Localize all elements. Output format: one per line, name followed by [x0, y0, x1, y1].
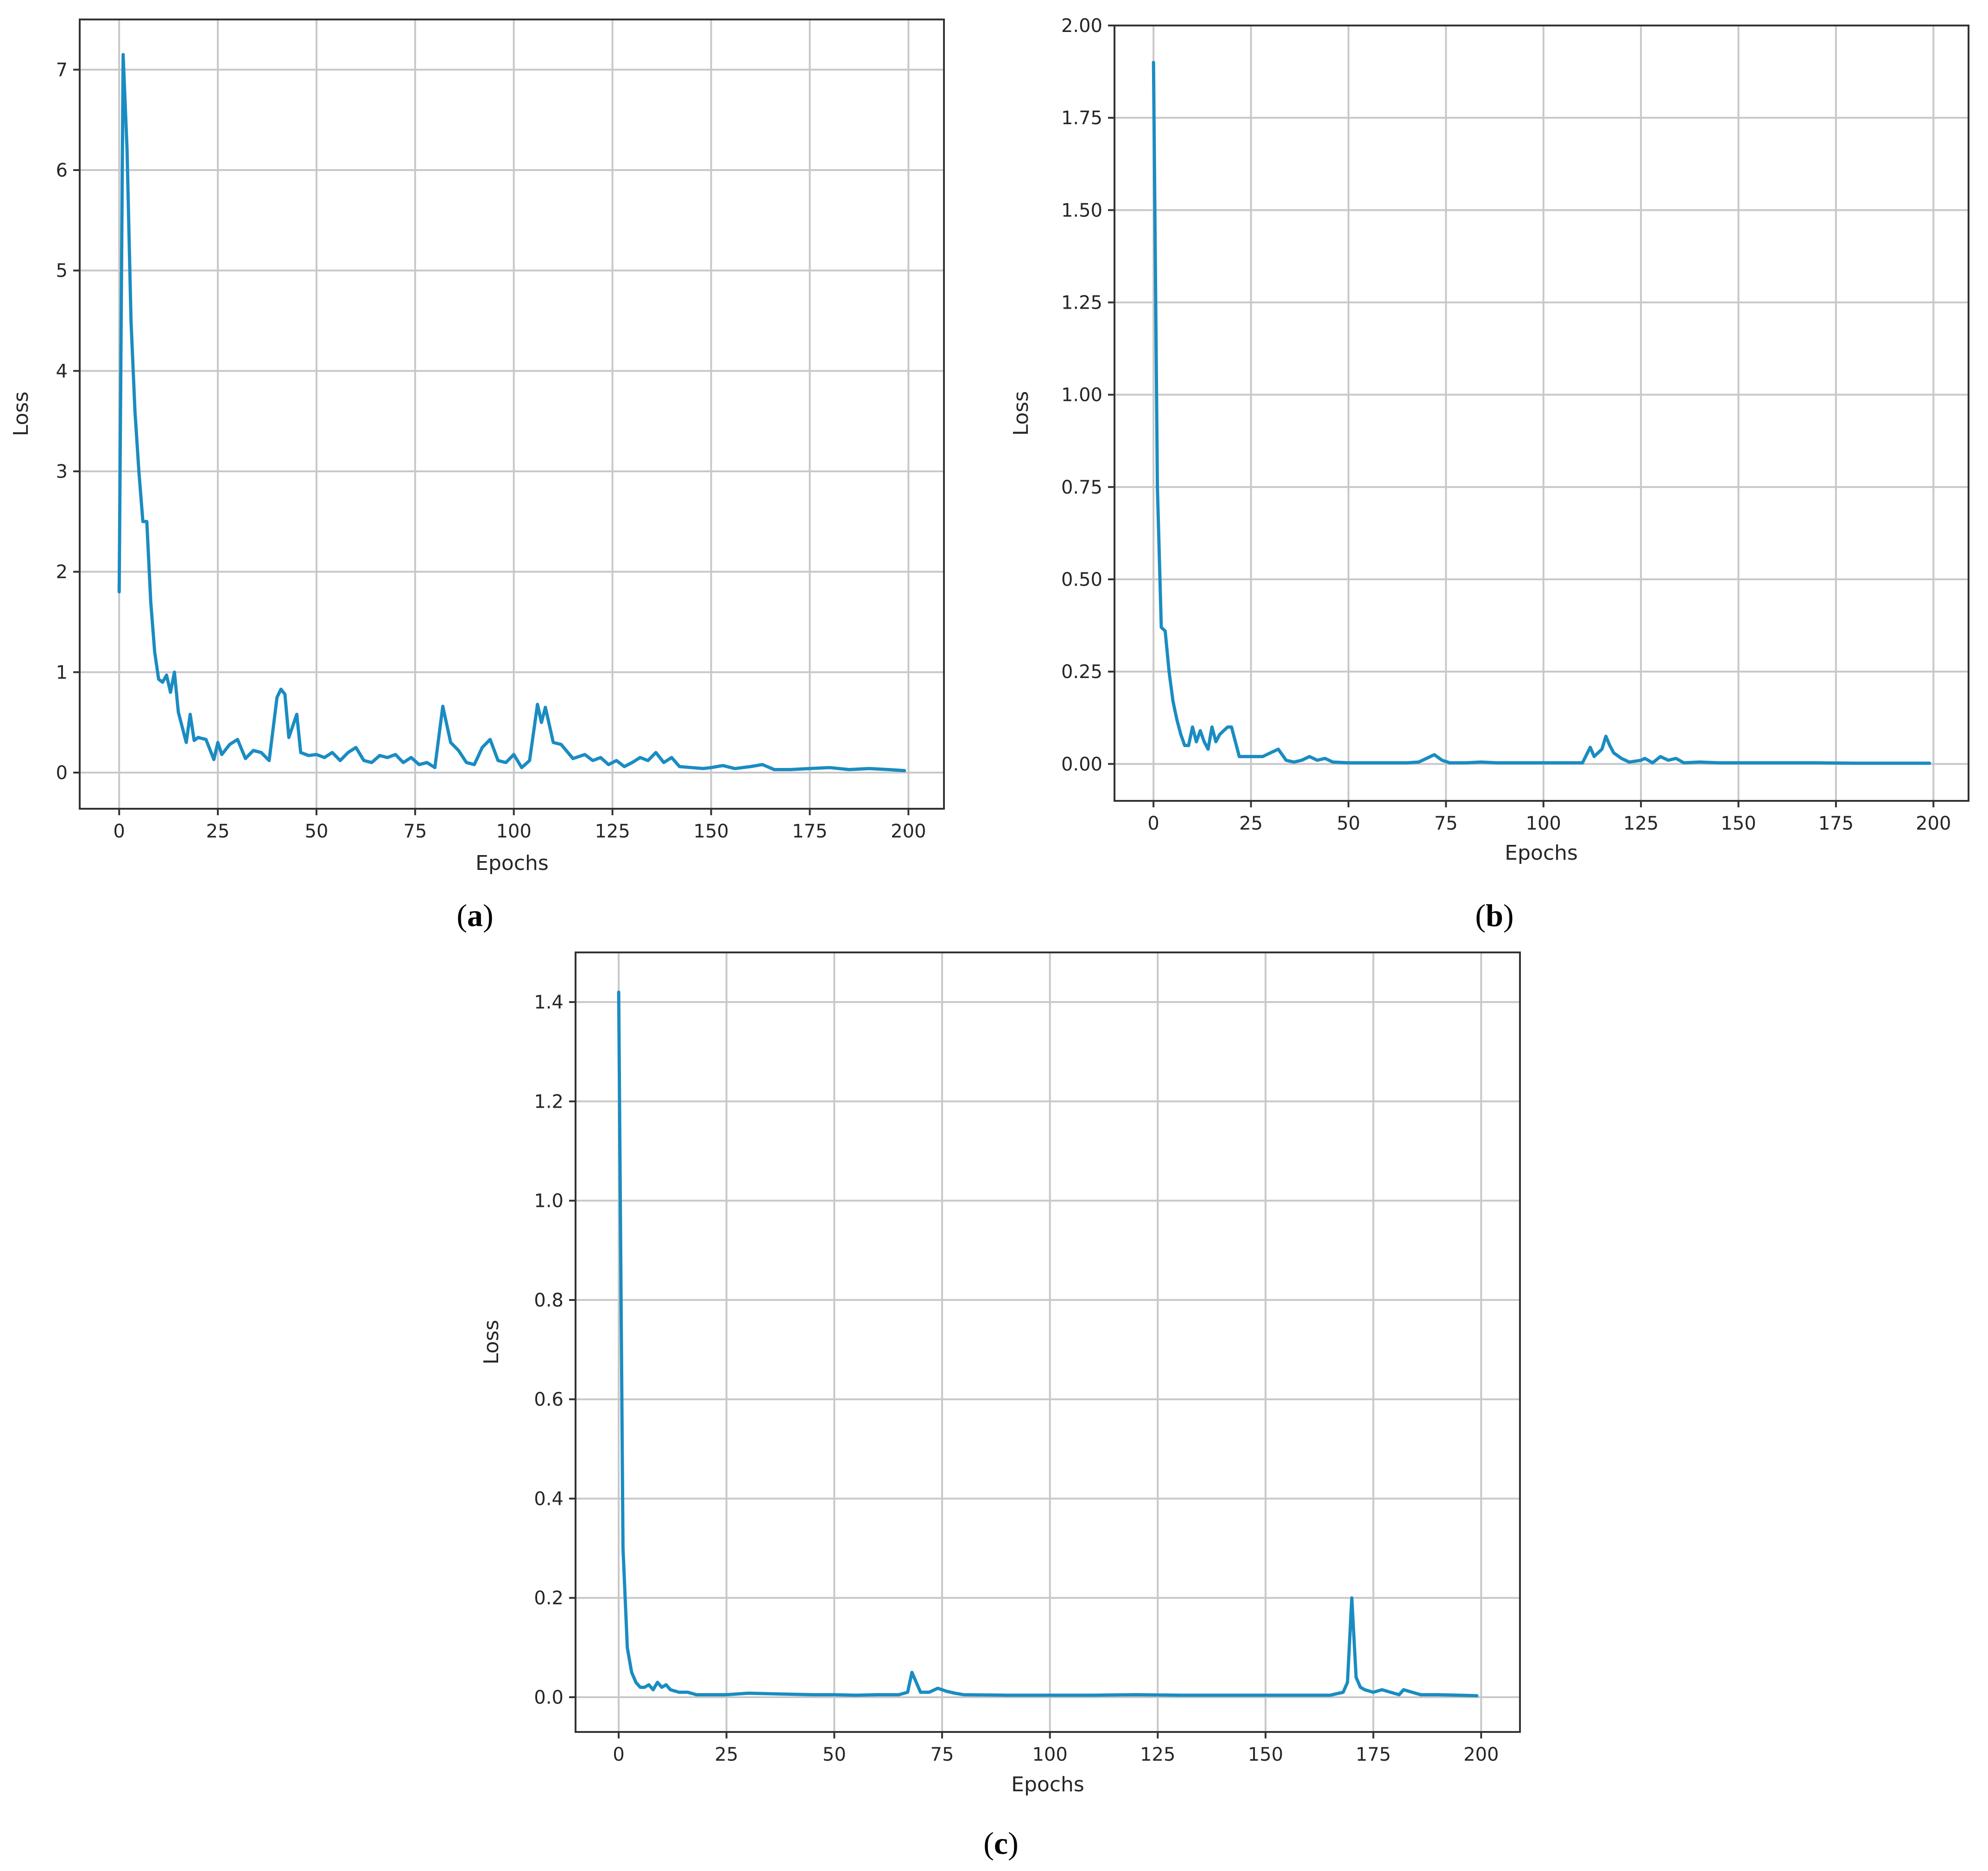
- chart-b-loss-line: [1152, 61, 1931, 765]
- chart-b-xtick-label-7: 175: [1818, 813, 1854, 834]
- chart-b-caption: (b): [1475, 898, 1513, 933]
- chart-a-ytick-label-4: 4: [56, 361, 68, 382]
- chart-a-ytick-label-1: 1: [56, 662, 68, 683]
- chart-a-ytick-label-6: 6: [56, 160, 68, 181]
- chart-c-xtick-label-0: 0: [613, 1744, 624, 1765]
- chart-panel-c: 0 25 50 75 100 125 150 175 200 0.0 0.2 0.4 0.6 0.8 1.0…: [480, 951, 1521, 1861]
- chart-b-xtick-label-2: 50: [1336, 813, 1360, 834]
- chart-c-xtick-label-8: 200: [1463, 1744, 1499, 1765]
- chart-a-ylabel: Loss: [9, 392, 33, 437]
- chart-c-ytick-label-1: 0.2: [534, 1588, 563, 1609]
- chart-c-ytick-label-6: 1.2: [534, 1091, 563, 1112]
- chart-a-ytick-label-5: 5: [56, 260, 68, 282]
- chart-b-xtick-label-6: 150: [1721, 813, 1756, 834]
- chart-c-ytick-label-0: 0.0: [534, 1687, 563, 1708]
- chart-c-plot-frame: [575, 951, 1521, 1733]
- chart-c-xtick-label-1: 25: [715, 1744, 738, 1765]
- chart-a-ytick-label-7: 7: [56, 59, 68, 81]
- chart-a-xtick-label-4: 100: [496, 821, 532, 842]
- chart-b-xtick-label-3: 75: [1434, 813, 1458, 834]
- chart-c-ytick-label-7: 1.4: [534, 992, 563, 1013]
- chart-c-ylabel: Loss: [480, 1320, 503, 1365]
- chart-b-ytick-label-6: 1.50: [1061, 200, 1102, 221]
- chart-c-xtick-label-7: 175: [1355, 1744, 1391, 1765]
- chart-a-xtick-label-6: 150: [693, 821, 728, 842]
- chart-c-ytick-label-4: 0.8: [534, 1290, 563, 1311]
- chart-c-xtick-label-5: 125: [1140, 1744, 1175, 1765]
- chart-b-ytick-label-8: 2.00: [1061, 15, 1102, 37]
- chart-panel-a: 0 25 50 75 100 125 150 175 200 0 1 2 3 4 5 6 7 Epochs Loss…: [9, 19, 945, 933]
- chart-b-ytick-label-2: 0.50: [1061, 569, 1102, 590]
- chart-b-xtick-label-4: 100: [1526, 813, 1561, 834]
- chart-b-xlabel: Epochs: [1505, 841, 1578, 865]
- chart-c-ytick-label-5: 1.0: [534, 1191, 563, 1212]
- chart-c-caption: (c): [983, 1826, 1019, 1861]
- chart-a-ytick-label-2: 2: [56, 562, 68, 583]
- chart-a-xtick-label-2: 50: [305, 821, 329, 842]
- chart-b-plot-frame: [1114, 25, 1969, 802]
- chart-b-ytick-label-3: 0.75: [1061, 477, 1102, 498]
- chart-a-xtick-label-7: 175: [792, 821, 827, 842]
- chart-a-plot-frame: [79, 19, 945, 810]
- chart-b-xtick-label-1: 25: [1239, 813, 1263, 834]
- chart-panel-b: 0 25 50 75 100 125 150 175 200 0.00 0.25 0.50 0.75 1.…: [1009, 15, 1969, 933]
- chart-c-xtick-label-3: 75: [931, 1744, 954, 1765]
- chart-b-ytick-label-0: 0.00: [1061, 754, 1102, 775]
- chart-b-xtick-label-5: 125: [1623, 813, 1659, 834]
- chart-c-loss-line: [617, 990, 1479, 1698]
- chart-a-ytick-label-3: 3: [56, 461, 68, 482]
- chart-a-xtick-label-1: 25: [206, 821, 230, 842]
- chart-c-xtick-label-6: 150: [1248, 1744, 1283, 1765]
- chart-c-xtick-label-2: 50: [823, 1744, 846, 1765]
- chart-b-ytick-label-1: 0.25: [1061, 661, 1102, 683]
- chart-c-xlabel: Epochs: [1011, 1773, 1084, 1796]
- chart-b-ytick-label-5: 1.25: [1061, 292, 1102, 314]
- chart-a-xlabel: Epochs: [475, 851, 549, 875]
- chart-b-xtick-label-0: 0: [1147, 813, 1159, 834]
- chart-b-ylabel: Loss: [1009, 391, 1033, 436]
- chart-b-ytick-label-4: 1.00: [1061, 385, 1102, 406]
- chart-a-caption: (a): [456, 898, 493, 933]
- chart-c-ytick-label-3: 0.6: [534, 1389, 563, 1410]
- chart-c-xtick-label-4: 100: [1032, 1744, 1067, 1765]
- chart-a-xtick-label-0: 0: [113, 821, 125, 842]
- chart-a-ytick-label-0: 0: [56, 762, 68, 784]
- chart-a-xtick-label-3: 75: [403, 821, 427, 842]
- chart-b-ytick-label-7: 1.75: [1061, 108, 1102, 129]
- chart-a-xtick-label-8: 200: [891, 821, 926, 842]
- chart-a-loss-line: [117, 53, 906, 773]
- chart-a-xtick-label-5: 125: [595, 821, 630, 842]
- chart-c-ytick-label-2: 0.4: [534, 1488, 563, 1509]
- chart-b-xtick-label-8: 200: [1916, 813, 1951, 834]
